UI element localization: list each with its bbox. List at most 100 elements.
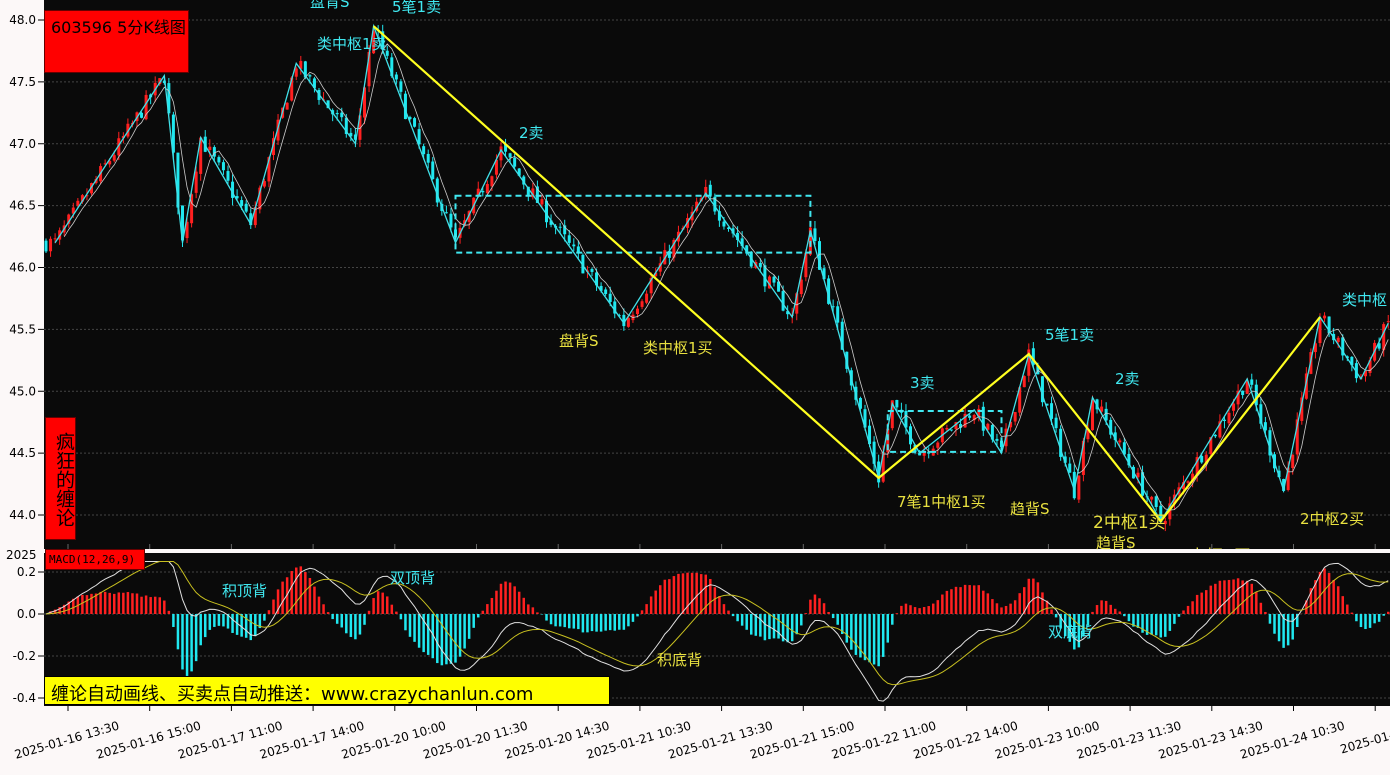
candle-down [613, 301, 617, 314]
y-tick-label: 45.0 [9, 384, 36, 398]
candle-up [531, 188, 535, 198]
annotation: 5笔1卖 [1045, 326, 1095, 344]
candle-up [795, 293, 799, 314]
stray-axis-label: 2025 [6, 548, 37, 562]
candle-up [1236, 390, 1240, 405]
candle-down [308, 75, 312, 77]
candle-down [836, 306, 840, 323]
candle-up [1368, 360, 1372, 373]
candle-down [181, 205, 184, 241]
candle-down [344, 117, 348, 135]
candle-down [758, 262, 762, 267]
candle-up [253, 207, 257, 226]
candle-up [936, 442, 940, 448]
candle-up [922, 451, 926, 456]
candle-down [840, 321, 844, 350]
candle-up [1286, 467, 1290, 490]
candle-down [1341, 337, 1345, 356]
candle-up [363, 87, 366, 118]
candle-up [658, 263, 662, 272]
candle-up [262, 181, 266, 187]
macd-label: MACD(12,26,9) [45, 549, 145, 570]
candle-down [731, 228, 735, 234]
candle-down [1072, 471, 1076, 499]
candle-up [126, 123, 130, 137]
candle-down [831, 306, 835, 308]
candle-down [576, 246, 580, 254]
annotation: 类中枢1卖 [317, 35, 387, 53]
candle-up [76, 200, 80, 206]
candle-down [167, 83, 171, 114]
candle-down [1050, 403, 1054, 419]
candle-up [1323, 315, 1327, 319]
candle-down [431, 161, 435, 180]
dif-line [45, 561, 1389, 702]
candle-up [1318, 319, 1322, 344]
candle-down [763, 265, 767, 287]
candle-up [1118, 440, 1122, 443]
y-tick-label: 47.0 [9, 137, 36, 151]
candle-up [185, 221, 189, 239]
candle-up [695, 201, 699, 211]
candle-up [49, 238, 53, 252]
annotation: 2中枢1买 [1093, 513, 1166, 533]
candle-down [1154, 496, 1158, 507]
candle-down [918, 452, 922, 456]
candle-down [1222, 419, 1226, 421]
candle-down [581, 254, 585, 274]
annotation: 7笔1中枢1买 [897, 493, 986, 511]
candle-down [717, 211, 721, 221]
candle-down [381, 31, 385, 50]
candle-down [422, 146, 426, 155]
candle-down [590, 268, 594, 272]
candle-up [881, 451, 885, 482]
candle-down [522, 176, 526, 185]
candle-up [499, 146, 503, 161]
candle-up [1182, 482, 1185, 489]
candle-up [963, 413, 967, 428]
candle-down [827, 278, 831, 304]
candle-down [990, 424, 994, 440]
candle-down [171, 114, 175, 153]
candle-down [599, 285, 603, 291]
candle-down [340, 112, 344, 118]
annotation: 盘背S [559, 332, 599, 350]
segment-line [372, 25, 1321, 523]
candle-up [194, 171, 198, 193]
candle-down [981, 406, 985, 431]
side-label: 疯狂的缠论 [45, 417, 76, 540]
candle-down [604, 289, 608, 294]
candle-down [231, 181, 235, 198]
y-tick-label: 45.5 [9, 322, 36, 336]
candle-up [190, 194, 194, 224]
candle-up [358, 115, 362, 140]
candle-up [71, 207, 75, 214]
candle-down [622, 314, 626, 327]
candle-up [485, 183, 489, 194]
candle-down [417, 129, 421, 145]
candle-up [1086, 428, 1090, 440]
candle-down [1109, 419, 1113, 435]
candle-down [449, 213, 453, 228]
y-tick-label: 46.5 [9, 199, 36, 213]
annotation: 3卖 [910, 374, 935, 392]
candle-up [1027, 349, 1031, 376]
candle-down [745, 245, 749, 254]
candle-down [481, 191, 485, 193]
annotation: 2卖 [519, 124, 544, 142]
candle-down [1141, 472, 1145, 496]
candle-down [1254, 384, 1258, 406]
annotation: 类中枢1买 [643, 339, 713, 357]
candle-up [272, 138, 275, 156]
candle-down [1122, 442, 1126, 455]
candle-up [1022, 376, 1026, 388]
candle-up [1364, 370, 1367, 377]
macd-annotation: 双顶背 [390, 569, 436, 587]
candle-down [858, 398, 862, 409]
annotation: 2卖 [1115, 370, 1140, 388]
candle-down [608, 293, 612, 302]
candle-down [713, 196, 717, 212]
candle-down [335, 113, 339, 115]
candle-up [1386, 321, 1390, 323]
